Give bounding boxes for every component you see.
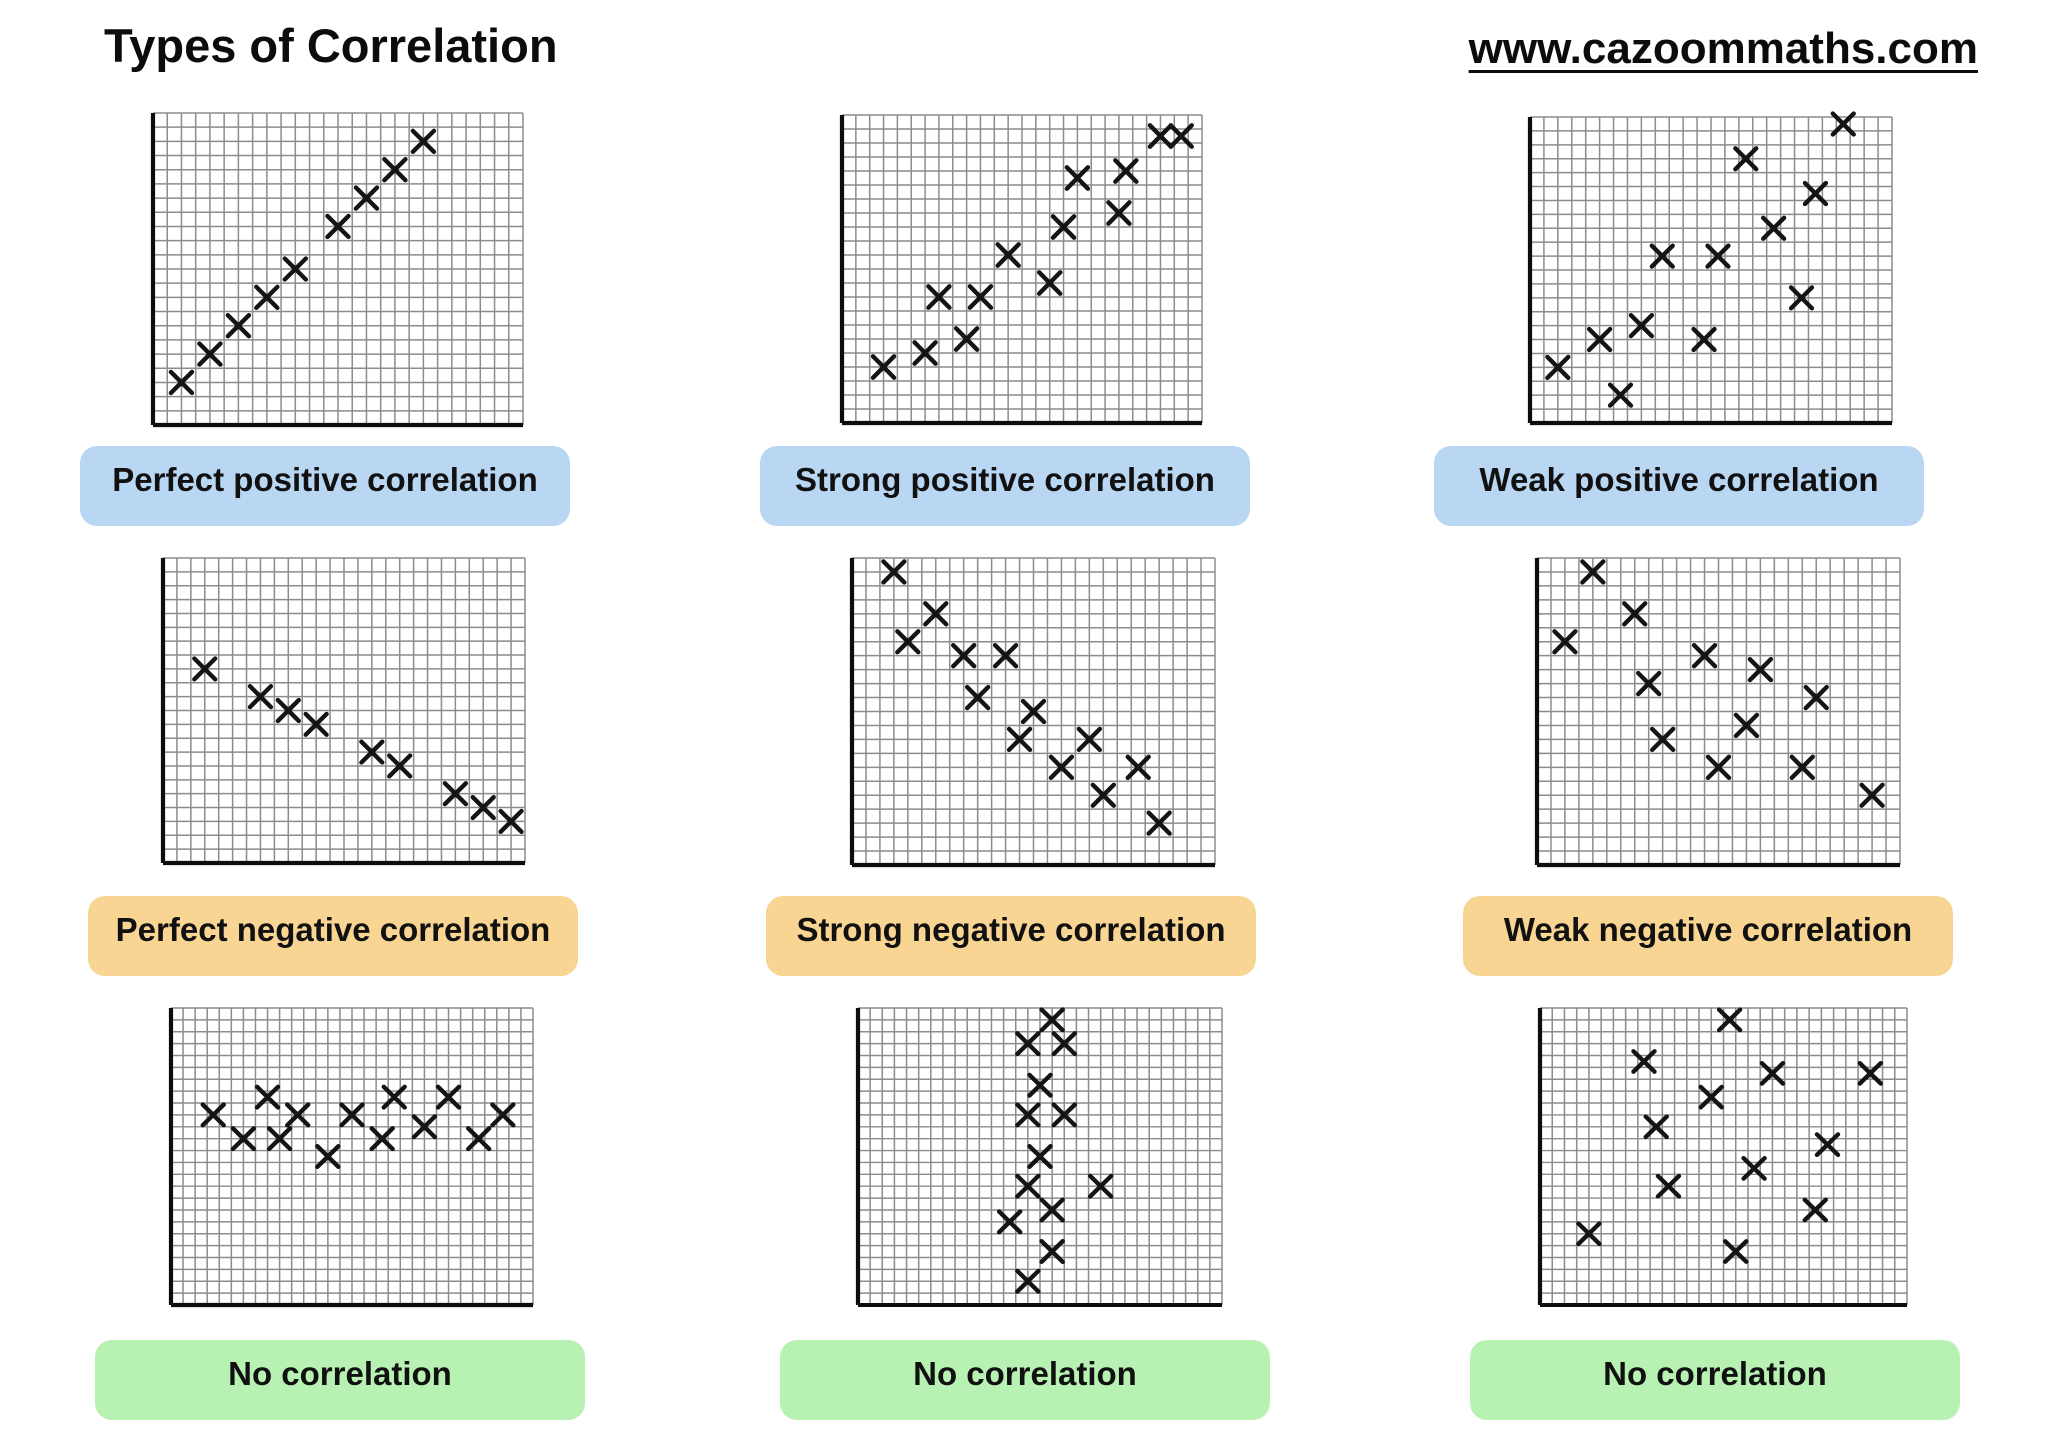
axes [168,1008,533,1308]
correlation-label: Strong negative correlation [796,911,1226,948]
correlation-label: Weak positive correlation [1479,461,1879,498]
x-cross-markers [870,123,1194,380]
scatter-plot [1534,557,1901,868]
correlation-label: Perfect positive correlation [112,461,538,498]
correlation-label-pill: No correlation [1470,1340,1960,1420]
scatter-grid [168,1007,534,1308]
correlation-label: No correlation [1603,1355,1827,1392]
x-cross-markers [1545,111,1856,408]
scatter-grid [849,557,1216,868]
scatter-grid [150,112,524,428]
axes [1527,117,1892,426]
scatter-grid [855,1007,1223,1308]
correlation-label: No correlation [913,1355,1137,1392]
x-cross-markers [168,128,437,396]
x-cross-markers [1576,1007,1884,1264]
correlation-label-pill: No correlation [95,1340,585,1420]
grid-lines [170,1007,534,1306]
x-cross-markers [200,1084,516,1170]
scatter-plot [849,557,1216,868]
scatter-plot [855,1007,1223,1308]
scatter-grid [1534,557,1901,868]
scatter-plot [839,114,1203,426]
axes [1534,558,1900,868]
correlation-label-pill: Perfect negative correlation [88,896,578,976]
correlation-label-pill: No correlation [780,1340,1270,1420]
scatter-plot [1537,1007,1908,1308]
scatter-plot [1527,111,1893,426]
grid-lines [1536,557,1901,866]
x-cross-markers [1552,559,1885,808]
correlation-label-pill: Perfect positive correlation [80,446,570,526]
grid-lines [1529,116,1893,424]
scatter-grid [160,557,526,866]
axes [839,115,1202,426]
correlation-label-pill: Weak negative correlation [1463,896,1953,976]
page-title: Types of Correlation [104,19,558,72]
scatter-plot [168,1007,534,1308]
correlation-label-pill: Strong negative correlation [766,896,1256,976]
axes [160,558,525,866]
scatter-plot [150,112,524,428]
scatter-grid [839,114,1203,426]
axes [1537,1008,1907,1308]
x-cross-markers [192,656,524,834]
grid-lines [152,112,524,426]
x-cross-markers [996,1007,1114,1294]
correlation-label-pill: Strong positive correlation [760,446,1250,526]
correlation-label-pill: Weak positive correlation [1434,446,1924,526]
correlation-label: No correlation [228,1355,452,1392]
scatter-grid [1537,1007,1908,1308]
correlation-label: Perfect negative correlation [115,911,551,948]
correlation-label: Weak negative correlation [1503,911,1913,948]
axes [855,1008,1222,1308]
axes [150,113,523,428]
axes [849,558,1215,868]
scatter-plot [160,557,526,866]
correlation-label: Strong positive correlation [795,461,1215,498]
x-cross-markers [881,559,1172,836]
scatter-grid [1527,111,1893,426]
website-link[interactable]: www.cazoommaths.com [1468,24,1978,73]
